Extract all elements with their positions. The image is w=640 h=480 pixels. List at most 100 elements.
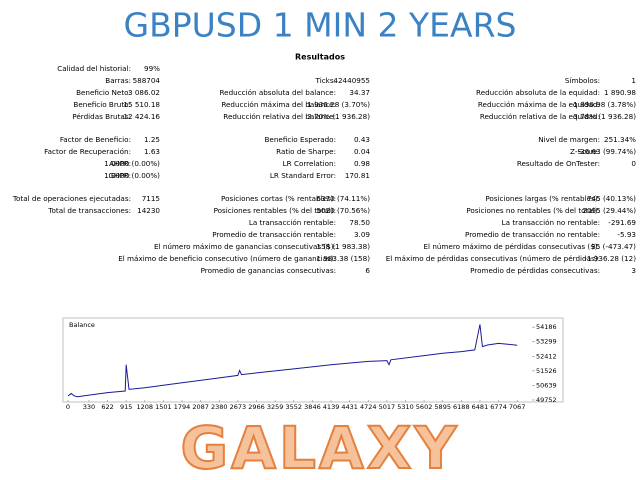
y-tick-label: 49752 bbox=[536, 396, 557, 404]
x-tick-label: 2966 bbox=[248, 403, 265, 411]
stat-value: 1 890.98 bbox=[604, 88, 636, 97]
balance-line bbox=[67, 324, 518, 398]
stat-label: Factor de Beneficio: bbox=[60, 135, 131, 144]
x-tick-label: 4724 bbox=[360, 403, 377, 411]
stat-label: Reducción absoluta de la equidad: bbox=[476, 88, 600, 97]
stat-label: Barras: bbox=[105, 76, 131, 85]
stat-value: 1.25 bbox=[144, 135, 160, 144]
x-tick-label: 6481 bbox=[472, 403, 489, 411]
stat-value: 35 (-473.47) bbox=[591, 242, 636, 251]
stat-label: Reducción absoluta del balance: bbox=[219, 88, 336, 97]
stat-label: Z-Score: bbox=[570, 147, 600, 156]
x-tick-label: 6188 bbox=[453, 403, 470, 411]
x-tick-label: 5895 bbox=[434, 403, 451, 411]
stat-value: 6 bbox=[365, 266, 370, 275]
stat-value: 0 bbox=[631, 159, 636, 168]
x-tick-label: 915 bbox=[120, 403, 132, 411]
stat-value: 1 983.38 (158) bbox=[316, 254, 370, 263]
x-tick-label: 622 bbox=[101, 403, 113, 411]
stat-value: 1 936.28 (3.70%) bbox=[307, 100, 370, 109]
stat-value: 745 (40.13%) bbox=[587, 194, 636, 203]
stat-value: 42440955 bbox=[333, 76, 370, 85]
stat-value: 1 890.98 (3.78%) bbox=[573, 100, 636, 109]
x-tick-label: 7067 bbox=[509, 403, 526, 411]
stat-value: 1.0000 (0.00%) bbox=[104, 159, 160, 168]
x-tick-label: 2673 bbox=[230, 403, 247, 411]
brand: GALAXY bbox=[180, 414, 459, 480]
page-title: GBPUSD 1 MIN 2 YEARS bbox=[124, 6, 517, 45]
x-tick-label: 2087 bbox=[192, 403, 209, 411]
x-tick-label: 330 bbox=[83, 403, 95, 411]
stat-label: La transacción rentable: bbox=[249, 218, 336, 227]
stat-value: 0.04 bbox=[354, 147, 370, 156]
stat-label: Promedio de ganancias consecutivas: bbox=[201, 266, 336, 275]
x-tick-label: 3552 bbox=[285, 403, 302, 411]
stat-value: 5020 (70.56%) bbox=[316, 206, 370, 215]
stat-value: 3 086.02 bbox=[128, 88, 160, 97]
stat-label: Total de operaciones ejecutadas: bbox=[12, 194, 131, 203]
stat-label: Factor de Recuperación: bbox=[44, 147, 131, 156]
stat-value: 2095 (29.44%) bbox=[582, 206, 636, 215]
stat-value: 170.81 bbox=[345, 171, 370, 180]
chart-frame bbox=[62, 317, 564, 403]
stat-label: Beneficio Neto: bbox=[76, 88, 131, 97]
stat-label: Beneficio Esperado: bbox=[265, 135, 337, 144]
stat-value: 251.34% bbox=[604, 135, 636, 144]
report-title: Resultados bbox=[295, 53, 345, 62]
chart-title: Balance bbox=[69, 321, 95, 329]
x-tick-label: 5017 bbox=[379, 403, 396, 411]
stat-label: La transacción no rentable: bbox=[502, 218, 600, 227]
stat-label: El máximo de beneficio consecutivo (núme… bbox=[118, 254, 336, 263]
x-tick-label: 1501 bbox=[155, 403, 172, 411]
stat-label: Posiciones no rentables (% del total): bbox=[466, 206, 600, 215]
stat-value: -5.93 bbox=[617, 230, 636, 239]
stat-label: LR Correlation: bbox=[283, 159, 336, 168]
x-tick-label: 4139 bbox=[323, 403, 340, 411]
x-tick-label: 2380 bbox=[211, 403, 228, 411]
stat-label: Resultado de OnTester: bbox=[517, 159, 600, 168]
stat-label: Posiciones cortas (% rentables): bbox=[221, 194, 336, 203]
stat-value: 3.09 bbox=[354, 230, 370, 239]
stat-value: 34.37 bbox=[349, 88, 370, 97]
stat-value: 3 bbox=[631, 266, 636, 275]
x-tick-label: 5310 bbox=[397, 403, 414, 411]
stat-label: Pérdidas Brutas: bbox=[72, 112, 131, 121]
stat-value: 6370 (74.11%) bbox=[316, 194, 370, 203]
y-tick-label: 52412 bbox=[536, 352, 557, 360]
stat-value: 78.50 bbox=[349, 218, 370, 227]
stat-value: -36.63 (99.74%) bbox=[578, 147, 637, 156]
stat-label: El máximo de pérdidas consecutivas (núme… bbox=[386, 254, 600, 263]
stat-value: 158 (1 983.38) bbox=[316, 242, 370, 251]
stat-value: 0.43 bbox=[354, 135, 370, 144]
stat-label: AHPR: bbox=[109, 159, 131, 168]
stat-label: Reducción máxima de la equidad: bbox=[478, 100, 600, 109]
y-tick-label: 50639 bbox=[536, 381, 557, 389]
stat-label: Símbolos: bbox=[565, 76, 600, 85]
stat-value: 3.78% (1 936.28) bbox=[573, 112, 636, 121]
stat-label: El número máximo de pérdidas consecutiva… bbox=[424, 242, 601, 251]
stat-label: Promedio de transacción no rentable: bbox=[465, 230, 600, 239]
stat-value: 99% bbox=[144, 64, 160, 73]
y-tick-label: 53299 bbox=[536, 338, 557, 346]
stat-value: -1 936.28 (12) bbox=[584, 254, 636, 263]
x-tick-label: 1794 bbox=[174, 403, 191, 411]
stat-label: Nivel de margen: bbox=[538, 135, 600, 144]
stat-label: Posiciones largas (% rentables): bbox=[485, 194, 600, 203]
stat-label: Total de transacciones: bbox=[47, 206, 131, 215]
stat-value: 15 510.18 bbox=[123, 100, 160, 109]
x-tick-label: 4431 bbox=[341, 403, 358, 411]
stat-value: -12 424.16 bbox=[121, 112, 161, 121]
x-tick-label: 1208 bbox=[137, 403, 154, 411]
stat-label: El número máximo de ganancias consecutiv… bbox=[154, 242, 336, 251]
stat-label: Reducción relativa de la equidad: bbox=[480, 112, 600, 121]
x-tick-label: 6774 bbox=[490, 403, 507, 411]
stat-label: Reducción máxima del balance: bbox=[221, 100, 336, 109]
stat-label: Promedio de transacción rentable: bbox=[212, 230, 336, 239]
stat-value: -291.69 bbox=[608, 218, 636, 227]
stat-label: Reducción relativa del balance: bbox=[223, 112, 336, 121]
stat-value: 588704 bbox=[133, 76, 161, 85]
stat-value: 1 bbox=[631, 76, 636, 85]
stat-value: 1.63 bbox=[144, 147, 160, 156]
